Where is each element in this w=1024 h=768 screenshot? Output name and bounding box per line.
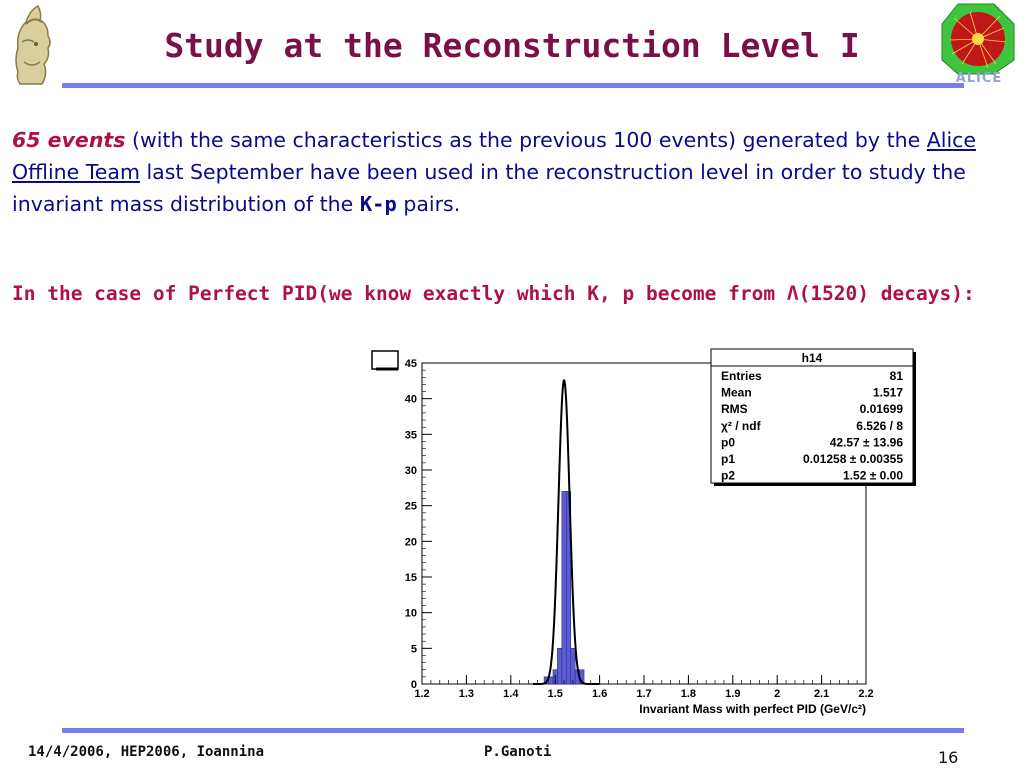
stats-value: 81 — [890, 369, 904, 383]
stats-value: 1.517 — [873, 386, 903, 400]
stats-label: Mean — [721, 386, 752, 400]
y-tick-label: 30 — [405, 465, 417, 477]
histogram-bin — [557, 648, 563, 685]
y-tick-label: 5 — [411, 643, 417, 655]
stats-value: 0.01258 ± 0.00355 — [803, 452, 903, 466]
page-number: 16 — [938, 748, 959, 767]
stats-label: p1 — [721, 452, 735, 466]
intro-paragraph: 65 events (with the same characteristics… — [12, 124, 1012, 220]
intro-text-c: pairs. — [396, 192, 461, 216]
footer-author: P.Ganoti — [484, 744, 552, 760]
footer-date-venue: 14/4/2006, HEP2006, Ioannina — [28, 744, 265, 760]
y-tick-label: 40 — [405, 394, 417, 406]
stats-label: Entries — [721, 369, 762, 383]
stats-box — [710, 348, 914, 484]
canvas-corner-box — [371, 350, 399, 370]
y-tick-label: 10 — [405, 608, 417, 620]
y-tick-label: 35 — [405, 429, 417, 441]
x-tick-label: 1.3 — [459, 688, 474, 700]
x-tick-label: 1.6 — [592, 688, 607, 700]
stats-value: 42.57 ± 13.96 — [830, 435, 904, 449]
intro-text-a: (with the same characteristics as the pr… — [125, 128, 927, 152]
x-tick-label: 1.5 — [548, 688, 563, 700]
invariant-mass-histogram: 1.2 1.3 1.4 1.5 1.6 1.7 1.8 1.9 2 2.1 2.2 0 5 10 15 20 2… — [368, 347, 924, 721]
x-tick-label: 2 — [774, 688, 780, 700]
footer-divider — [62, 728, 964, 733]
slide-title: Study at the Reconstruction Level I — [164, 26, 860, 65]
x-tick-label: 1.8 — [681, 688, 696, 700]
alice-offline-team-link[interactable]: Alice Offline Team — [12, 128, 977, 184]
x-tick-label: 1.9 — [725, 688, 740, 700]
pair-label: K-p — [359, 192, 397, 216]
stats-value: 0.01699 — [860, 402, 904, 416]
stats-label: p2 — [721, 469, 735, 483]
stats-label: p0 — [721, 435, 735, 449]
intro-text-b: last September have been used in the rec… — [12, 160, 966, 216]
stats-label: χ² / ndf — [721, 419, 762, 433]
x-tick-label: 2.2 — [858, 688, 873, 700]
y-tick-label: 45 — [405, 358, 417, 370]
histogram-name: h14 — [802, 351, 823, 365]
alice-logo: ALICE — [936, 2, 1022, 86]
athena-head-logo — [15, 4, 51, 85]
alice-logo-text: ALICE — [956, 71, 1003, 84]
stats-label: RMS — [721, 402, 748, 416]
x-axis-label: Invariant Mass with perfect PID (GeV/c²) — [639, 702, 866, 716]
y-tick-label: 20 — [405, 536, 417, 548]
stats-value: 6.526 / 8 — [856, 419, 903, 433]
y-tick-label: 25 — [405, 501, 417, 513]
y-tick-label: 15 — [405, 572, 417, 584]
stats-value: 1.52 ± 0.00 — [843, 469, 903, 483]
y-tick-label: 0 — [411, 679, 417, 691]
x-tick-label: 1.2 — [414, 688, 429, 700]
fit-curve — [533, 379, 600, 685]
event-count-highlight: 65 events — [12, 128, 126, 152]
alice-event-display-icon: ALICE — [941, 3, 1015, 86]
perfect-pid-paragraph: In the case of Perfect PID(we know exact… — [12, 282, 975, 305]
histogram-bin — [570, 648, 576, 685]
x-tick-label: 2.1 — [814, 688, 829, 700]
x-tick-label: 1.4 — [503, 688, 519, 700]
title-divider — [62, 83, 964, 88]
histogram-bin — [561, 491, 567, 685]
x-tick-label: 1.7 — [636, 688, 651, 700]
